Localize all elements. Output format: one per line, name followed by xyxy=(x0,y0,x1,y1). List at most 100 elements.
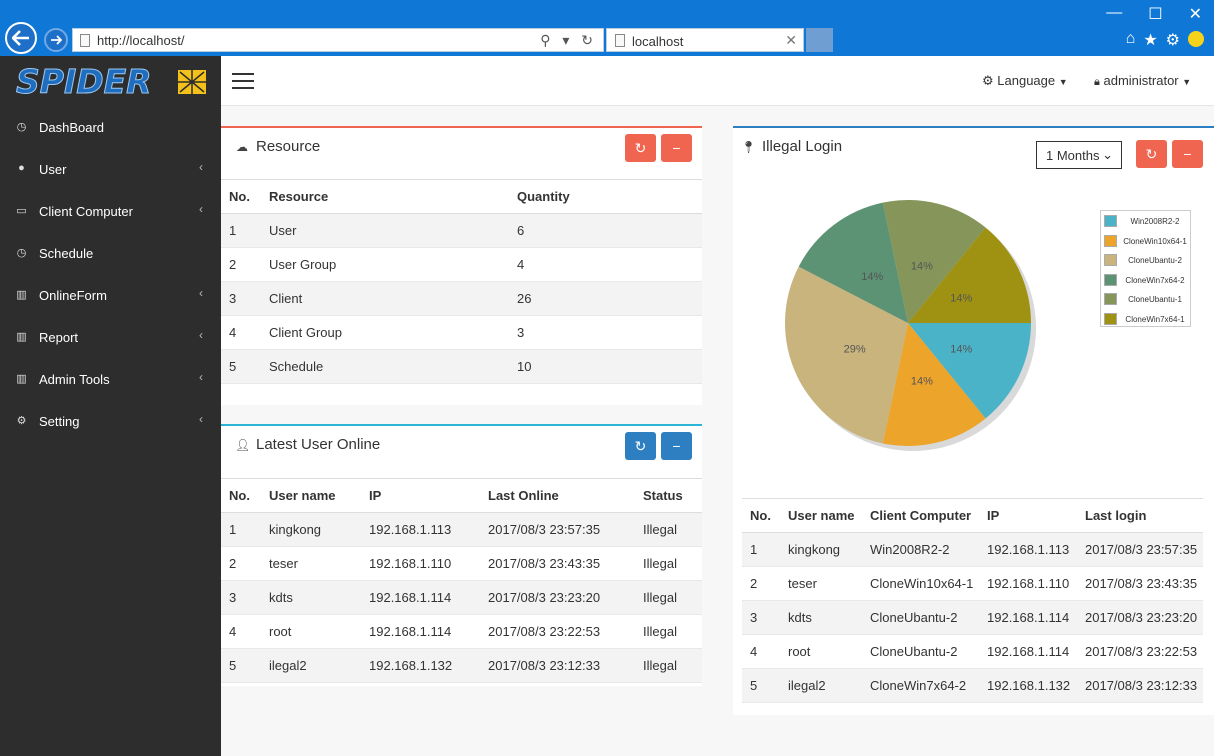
user-dropdown[interactable]: 🔒︎ administrator ▼ xyxy=(1094,73,1191,89)
table-cell: 192.168.1.113 xyxy=(361,512,480,547)
cogs-icon: ⚙ xyxy=(16,415,27,427)
sidebar-item-label: DashBoard xyxy=(39,120,105,135)
pie-slice-label: 14% xyxy=(950,293,972,305)
refresh-button[interactable]: ↻ xyxy=(1136,140,1167,168)
pie-slice-cloneubantu-1[interactable] xyxy=(882,200,986,323)
sidebar-item-setting[interactable]: ⚙ Setting ‹ xyxy=(0,400,221,442)
table-row: 2 teser 192.168.1.110 2017/08/3 23:43:35 Ill… xyxy=(221,546,702,581)
table-cell: 1 xyxy=(221,512,261,547)
home-icon[interactable]: ⌂ xyxy=(1125,30,1136,47)
table-row: 1 kingkong 192.168.1.113 2017/08/3 23:57:35… xyxy=(221,512,702,547)
legend-item[interactable]: CloneUbantu-2 xyxy=(1104,254,1190,266)
column-header[interactable]: Resource xyxy=(261,179,509,214)
table-cell: 4 xyxy=(221,315,261,350)
legend-item[interactable]: CloneWin7x64-2 xyxy=(1104,273,1190,286)
sidebar-item-schedule[interactable]: ◷ Schedule xyxy=(0,232,221,274)
table-cell: CloneWin10x64-1 xyxy=(862,566,979,601)
table-row: 1 User 6 xyxy=(221,213,702,248)
chevron-left-icon: ‹ xyxy=(199,370,203,384)
table-row: 3 kdts CloneUbantu-2 192.168.1.114 2017/08/3… xyxy=(742,600,1203,635)
gear-icon[interactable]: ⚙ xyxy=(1165,32,1180,49)
smiley-icon[interactable] xyxy=(1188,31,1204,47)
pie-slice-clonewin7x64-1[interactable] xyxy=(908,227,1031,323)
logo-text: SPIDER xyxy=(16,64,152,100)
table-cell: 2 xyxy=(221,247,261,282)
browser-tools: ⌂ ★ ⚙ xyxy=(1126,30,1204,50)
collapse-button[interactable]: − xyxy=(1172,140,1203,168)
column-header[interactable]: No. xyxy=(221,478,261,513)
menu-toggle-icon[interactable] xyxy=(232,73,254,89)
column-header[interactable]: IP xyxy=(979,498,1077,533)
dashboard-icon: ◷ xyxy=(16,121,27,133)
address-bar[interactable]: http://localhost/ ⚲ ▾ ↻ xyxy=(72,28,604,52)
sidebar-item-report[interactable]: ▥ Report ‹ xyxy=(0,316,221,358)
refresh-button[interactable]: ↻ xyxy=(625,432,656,460)
spider-logo[interactable]: SPIDER xyxy=(14,64,208,100)
table-cell: root xyxy=(261,614,361,649)
legend-swatch xyxy=(1104,215,1117,227)
table-cell: 2017/08/3 23:43:35 xyxy=(480,546,635,581)
forward-button[interactable] xyxy=(44,28,68,52)
legend-item[interactable]: CloneWin7x64-1 xyxy=(1104,312,1190,325)
pie-slice-win2008r2-2[interactable] xyxy=(908,323,1031,419)
column-header[interactable]: Last Online xyxy=(480,478,635,513)
pie-slice-clonewin10x64-1[interactable] xyxy=(882,323,986,446)
table-cell: Schedule xyxy=(261,349,509,384)
refresh-button[interactable]: ↻ xyxy=(625,134,656,162)
sidebar-item-onlineform[interactable]: ▥ OnlineForm ‹ xyxy=(0,274,221,316)
collapse-button[interactable]: − xyxy=(661,432,692,460)
sidebar: SPIDER ◷ DashBoard ● User ‹ ▭ Client Computer ‹… xyxy=(0,56,221,756)
column-header[interactable]: IP xyxy=(361,478,480,513)
star-icon[interactable]: ★ xyxy=(1143,32,1158,49)
table-cell: teser xyxy=(261,546,361,581)
window-controls: — ☐ ✕ xyxy=(1106,4,1202,24)
sidebar-item-client-computer[interactable]: ▭ Client Computer ‹ xyxy=(0,190,221,232)
collapse-button[interactable]: − xyxy=(661,134,692,162)
legend-swatch xyxy=(1104,234,1117,247)
table-cell: 2017/08/3 23:57:35 xyxy=(1077,532,1203,567)
table-row: 3 kdts 192.168.1.114 2017/08/3 23:23:20 Ille… xyxy=(221,580,702,615)
pie-slice-cloneubantu-2[interactable] xyxy=(785,266,908,444)
column-header[interactable]: Last login xyxy=(1077,498,1203,533)
column-header[interactable]: No. xyxy=(742,498,780,533)
close-icon[interactable]: ✕ xyxy=(1188,6,1202,23)
legend-label: CloneWin7x64-2 xyxy=(1125,275,1185,285)
map-marker-icon: 📍︎ xyxy=(741,140,757,154)
page-icon xyxy=(615,34,625,47)
sidebar-item-dashboard[interactable]: ◷ DashBoard xyxy=(0,106,221,148)
legend-item[interactable]: Win2008R2-2 xyxy=(1104,215,1190,227)
column-header[interactable]: User name xyxy=(780,498,862,533)
sidebar-item-user[interactable]: ● User ‹ xyxy=(0,148,221,190)
back-button[interactable] xyxy=(5,22,37,54)
language-dropdown[interactable]: ⚙ Language ▼ xyxy=(982,73,1068,89)
column-header[interactable]: Status xyxy=(635,478,702,513)
table-cell: 192.168.1.114 xyxy=(979,600,1077,635)
table-cell: Illegal xyxy=(635,512,702,547)
column-header[interactable]: Quantity xyxy=(509,179,702,214)
sidebar-item-admin-tools[interactable]: ▥ Admin Tools ‹ xyxy=(0,358,221,400)
new-tab-button[interactable] xyxy=(806,28,833,52)
pie-slice-clonewin7x64-2[interactable] xyxy=(798,202,908,323)
table-cell: Client xyxy=(261,281,509,316)
period-select[interactable]: 1 Months ⌄ xyxy=(1036,141,1122,169)
minimize-icon[interactable]: — xyxy=(1106,4,1123,21)
legend-item[interactable]: CloneUbantu-1 xyxy=(1104,293,1190,305)
browser-tab[interactable]: localhost ✕ xyxy=(606,28,804,52)
table-row: 5 ilegal2 192.168.1.132 2017/08/3 23:12:33 I… xyxy=(221,648,702,683)
search-refresh-icons[interactable]: ⚲ ▾ ↻ xyxy=(540,32,597,48)
page-icon xyxy=(80,34,90,47)
chevron-left-icon: ‹ xyxy=(199,286,203,300)
pie-slice-label: 14% xyxy=(861,271,883,283)
table-cell: 10 xyxy=(509,349,702,384)
table-cell: Illegal xyxy=(635,648,702,683)
legend-label: CloneUbantu-1 xyxy=(1128,295,1182,304)
maximize-icon[interactable]: ☐ xyxy=(1148,6,1163,23)
legend-item[interactable]: CloneWin10x64-1 xyxy=(1104,234,1190,247)
gear-icon: ⚙ xyxy=(982,73,994,88)
user-icon: ● xyxy=(18,162,25,174)
close-tab-icon[interactable]: ✕ xyxy=(785,32,797,48)
column-header[interactable]: User name xyxy=(261,478,361,513)
column-header[interactable]: No. xyxy=(221,179,261,214)
sidebar-item-label: User xyxy=(39,162,67,177)
column-header[interactable]: Client Computer xyxy=(862,498,979,533)
